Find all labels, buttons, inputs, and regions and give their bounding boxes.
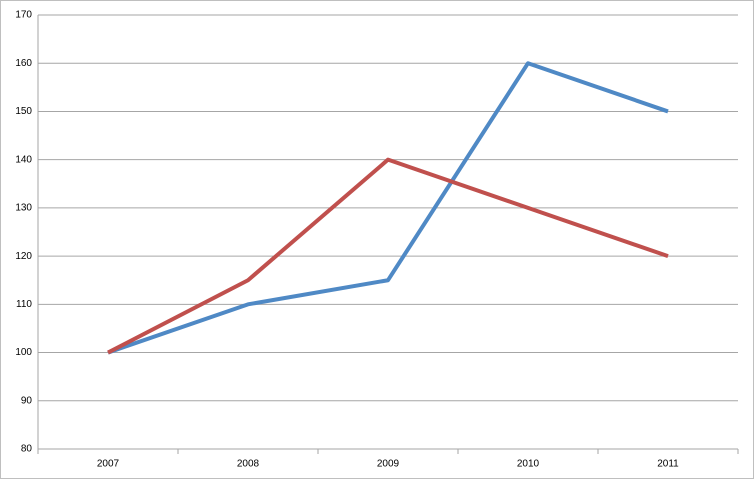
y-tick-label: 140 [15, 154, 32, 165]
y-tick-label: 130 [15, 203, 32, 214]
x-tick-label: 2009 [377, 459, 400, 470]
series-line [107, 157, 669, 355]
x-tick-label: 2007 [97, 459, 120, 470]
x-tick-label: 2011 [657, 459, 679, 470]
y-tick-label: 90 [21, 395, 33, 406]
x-tick-label: 2008 [237, 459, 260, 470]
x-tick-label: 2010 [517, 459, 540, 470]
y-tick-label: 110 [16, 299, 32, 310]
y-tick-label: 120 [15, 251, 32, 262]
y-tick-label: 170 [15, 10, 32, 21]
y-tick-label: 80 [21, 444, 33, 455]
y-tick-label: 160 [15, 58, 32, 69]
series-line [107, 61, 669, 355]
y-tick-label: 150 [15, 106, 32, 117]
y-tick-label: 100 [15, 347, 32, 358]
